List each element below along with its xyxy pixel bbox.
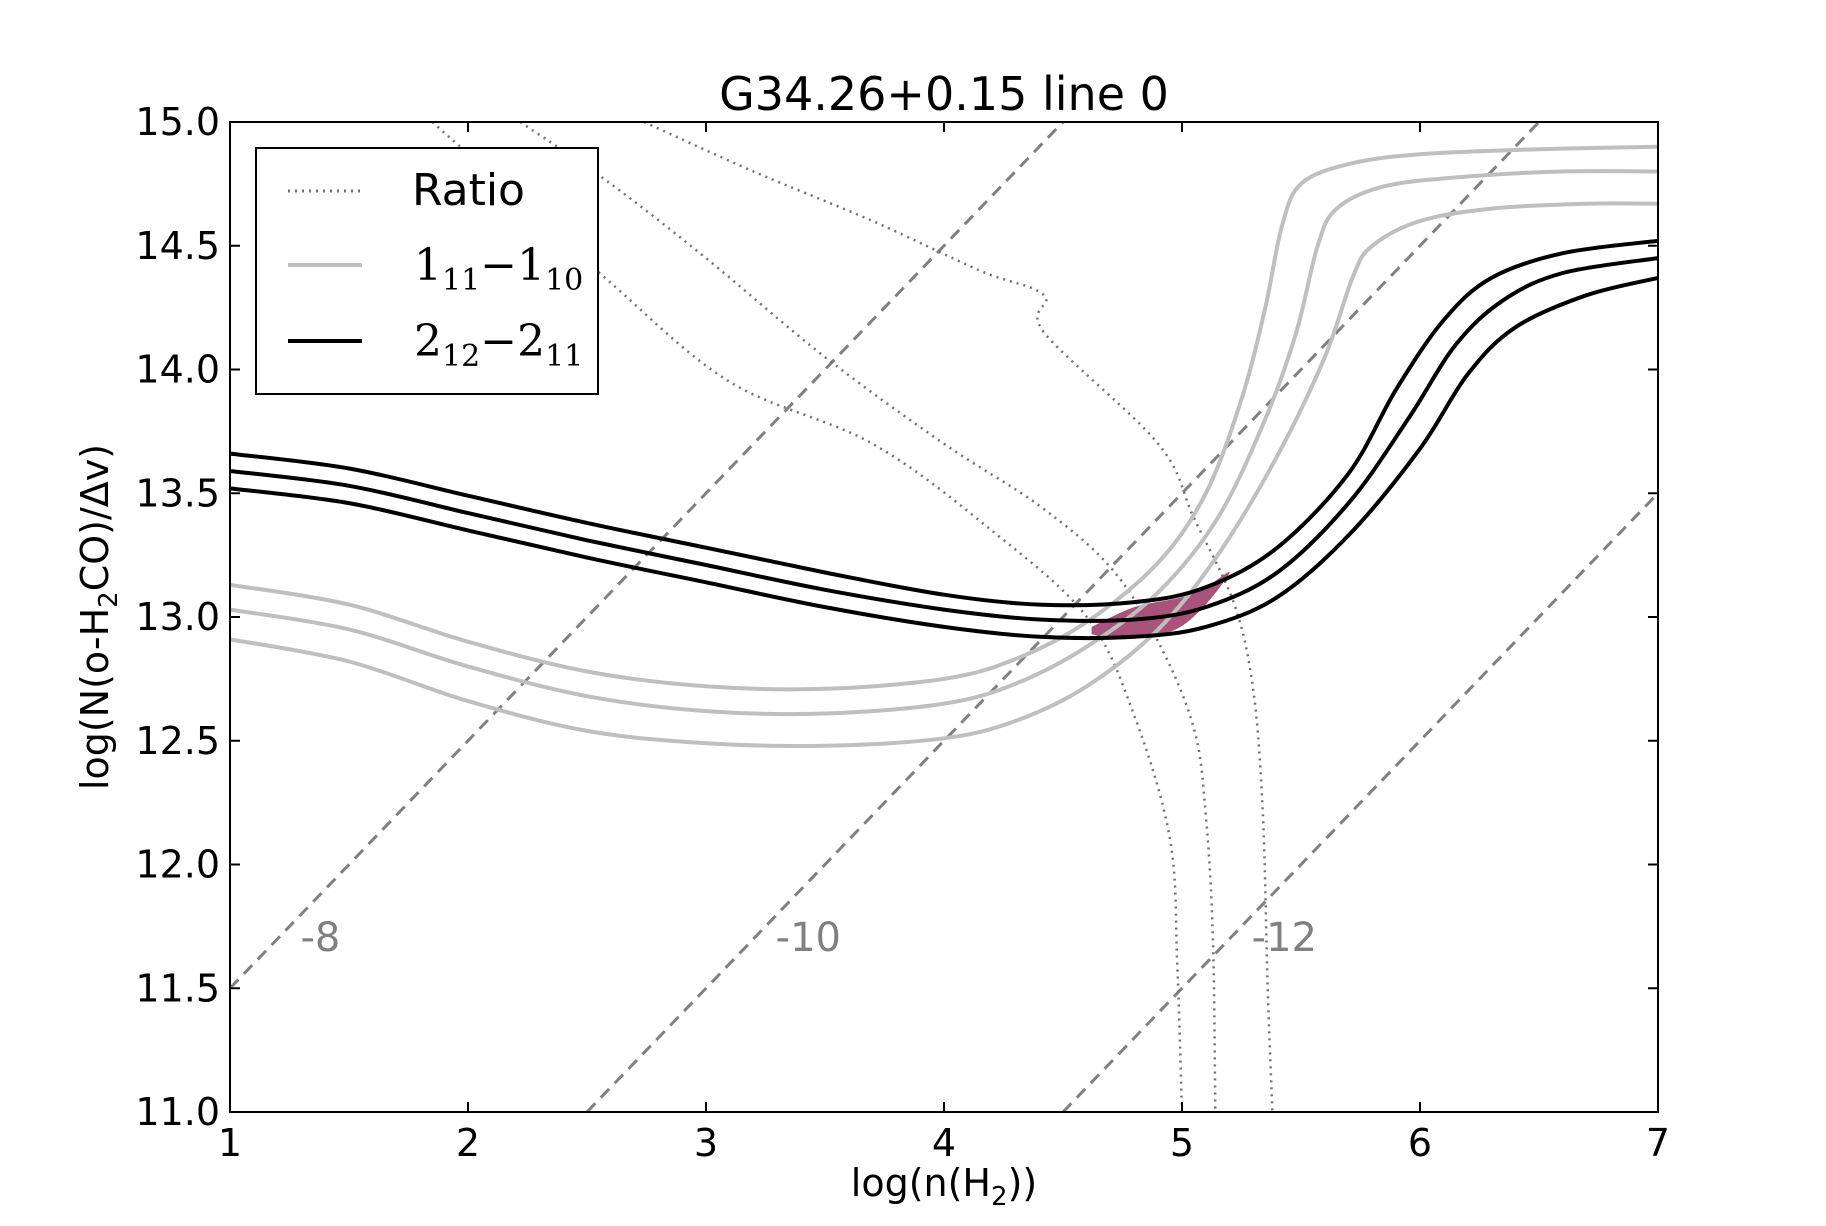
y-tick-label: 12.0	[135, 843, 220, 887]
series-2-12-2-11-curve-3	[230, 275, 1658, 640]
y-tick-label: 11.0	[135, 1090, 220, 1134]
x-axis-label: log(n(H2))	[851, 1161, 1037, 1212]
y-tick-label: 15.0	[135, 100, 220, 144]
y-tick-label: 13.0	[135, 595, 220, 639]
x-tick-label: 4	[932, 1121, 956, 1165]
y-tick-label: 12.5	[135, 719, 220, 763]
abundance-label-2: -10	[776, 915, 841, 961]
axis-ticks: 1 2 3 4 5 6 7 11.0 11.5 12.0 12.5 13.0 13.5 14.0 14.5 1…	[135, 100, 1670, 1165]
abundance-label-1: -8	[300, 915, 340, 961]
y-axis-label: log(N(o-H2CO)/Δv)	[73, 444, 124, 790]
x-tick-label: 5	[1170, 1121, 1194, 1165]
abundance-line-1	[230, 122, 1065, 990]
plot-area: -8 -10 -12	[230, 122, 1658, 1112]
y-tick-label: 13.5	[135, 471, 220, 515]
abundance-label-3: -12	[1252, 915, 1317, 961]
legend: Ratio 111−110 212−211	[255, 147, 599, 395]
series-1-11-1-10-curve-2	[230, 169, 1658, 717]
abundance-line-3	[1061, 492, 1658, 1112]
x-tick-label: 3	[694, 1121, 718, 1165]
x-tick-label: 2	[456, 1121, 480, 1165]
x-tick-label: 1	[218, 1121, 242, 1165]
chart-title: G34.26+0.15 line 0	[719, 67, 1169, 121]
series-1-11-1-10-curve-1	[230, 144, 1658, 692]
series-1-11-1-10-curve-3	[230, 201, 1658, 748]
legend-box	[255, 147, 599, 395]
y-tick-label: 11.5	[135, 966, 220, 1010]
series-2-12-2-11-curve-2	[230, 256, 1658, 623]
legend-label-ratio: Ratio	[412, 165, 525, 216]
y-tick-label: 14.5	[135, 224, 220, 268]
legend-label-2-12-2-11: 212−211	[414, 316, 583, 374]
x-tick-label: 6	[1408, 1121, 1432, 1165]
abundance-line-2	[585, 122, 1541, 1112]
series-ratio-curve-2	[519, 122, 1217, 1112]
solution-region	[1091, 571, 1230, 640]
x-tick-label: 7	[1646, 1121, 1670, 1165]
legend-label-1-11-1-10: 111−110	[414, 240, 583, 298]
series-2-12-2-11-curve-1	[230, 238, 1658, 608]
y-tick-label: 14.0	[135, 348, 220, 392]
